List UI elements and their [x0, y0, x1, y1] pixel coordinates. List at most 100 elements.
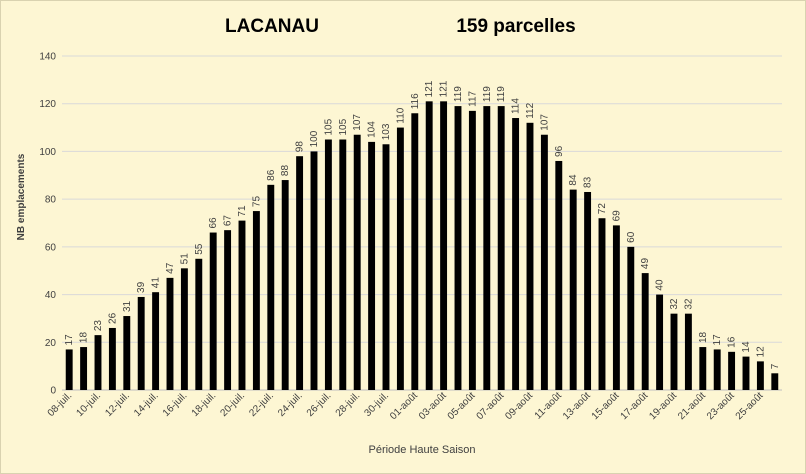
bar — [540, 134, 548, 390]
data-label: 104 — [367, 121, 378, 138]
data-label: 119 — [482, 86, 493, 102]
bar — [195, 258, 203, 390]
x-tick-label: 11-août — [533, 390, 564, 421]
bar — [296, 156, 304, 390]
bar — [425, 101, 433, 390]
bar — [324, 139, 332, 390]
data-label: 31 — [122, 300, 133, 312]
data-label: 96 — [554, 145, 565, 157]
data-label: 71 — [237, 205, 248, 217]
x-tick-label: 28-juil. — [334, 390, 363, 419]
data-label: 110 — [395, 107, 406, 123]
data-label: 119 — [496, 86, 507, 102]
y-axis-ticks: 0 20 40 60 80 100 120 140 — [39, 52, 56, 397]
data-label: 39 — [136, 281, 147, 293]
data-label: 67 — [223, 215, 234, 227]
x-axis-ticks: 08-juil. 10-juil. 12-juil. 14-juil. 16-juil.… — [46, 390, 766, 422]
bar — [310, 151, 318, 390]
data-label: 18 — [79, 331, 90, 343]
bar — [396, 127, 404, 390]
bar — [656, 294, 664, 390]
bar — [65, 349, 73, 390]
bar — [411, 113, 419, 390]
x-tick-label: 22-juil. — [247, 390, 276, 419]
bar — [80, 347, 88, 390]
bar — [756, 361, 764, 390]
bar — [382, 144, 390, 390]
data-label: 116 — [410, 93, 421, 109]
bar — [281, 180, 289, 390]
bar — [584, 191, 592, 390]
bar — [526, 122, 534, 391]
bar — [94, 335, 102, 390]
data-label: 18 — [698, 331, 709, 343]
data-label: 83 — [583, 176, 594, 188]
bar — [209, 232, 217, 390]
x-tick-label: 05-août — [446, 390, 478, 422]
data-label: 107 — [352, 114, 363, 131]
chart-title-right: 159 parcelles — [456, 16, 575, 37]
x-axis-title: Période Haute Saison — [368, 444, 475, 456]
x-tick-label: 21-août — [676, 390, 708, 422]
x-tick-label: 14-juil. — [132, 390, 161, 419]
bar — [512, 118, 520, 390]
data-label: 69 — [611, 210, 622, 222]
bar — [483, 106, 491, 390]
data-label: 47 — [165, 262, 176, 274]
y-tick-label: 100 — [39, 147, 56, 158]
bar — [497, 106, 505, 390]
y-tick-label: 140 — [39, 52, 56, 63]
x-tick-label: 20-juil. — [219, 390, 248, 419]
bar — [152, 292, 160, 390]
bar — [598, 218, 606, 390]
bars — [65, 101, 779, 391]
bar — [238, 220, 246, 390]
data-label: 84 — [568, 174, 579, 186]
x-tick-label: 10-juil. — [75, 390, 104, 419]
bar — [555, 160, 563, 390]
bar — [641, 273, 649, 390]
bar — [468, 110, 476, 391]
x-tick-label: 23-août — [705, 390, 737, 422]
data-label: 72 — [597, 203, 608, 215]
data-label: 55 — [194, 243, 205, 255]
bar — [224, 230, 232, 390]
x-tick-label: 26-juil. — [305, 390, 334, 419]
x-tick-label: 03-août — [417, 390, 449, 422]
data-label: 60 — [626, 231, 637, 243]
y-tick-label: 80 — [45, 195, 57, 206]
x-tick-label: 24-juil. — [276, 390, 305, 419]
x-tick-label: 07-août — [475, 390, 507, 422]
data-label: 16 — [727, 336, 738, 348]
bar — [166, 277, 174, 390]
bar — [684, 313, 692, 390]
data-label: 75 — [251, 196, 262, 208]
bar — [267, 184, 275, 390]
data-label: 40 — [655, 279, 666, 291]
x-tick-label: 13-août — [561, 390, 593, 422]
bar — [771, 373, 779, 390]
x-tick-label: 15-août — [590, 390, 622, 422]
data-label: 49 — [640, 258, 651, 270]
bar — [742, 356, 750, 390]
chart-title-left: LACANAU — [225, 16, 319, 37]
data-label: 86 — [266, 169, 277, 181]
x-tick-label: 17-août — [619, 390, 651, 422]
data-label: 107 — [539, 114, 550, 131]
data-label: 32 — [683, 298, 694, 310]
data-label: 103 — [381, 123, 392, 140]
data-label: 12 — [755, 346, 766, 358]
bar — [368, 141, 376, 390]
data-label: 17 — [712, 334, 723, 346]
data-label: 23 — [93, 320, 104, 332]
x-tick-label: 19-août — [647, 390, 679, 422]
data-label: 41 — [151, 277, 162, 289]
y-tick-label: 40 — [45, 290, 57, 301]
bar — [699, 347, 707, 390]
data-label: 17 — [64, 334, 75, 346]
y-tick-label: 20 — [45, 338, 57, 349]
data-label: 119 — [453, 86, 464, 102]
bar — [612, 225, 620, 390]
data-label: 66 — [208, 217, 219, 229]
